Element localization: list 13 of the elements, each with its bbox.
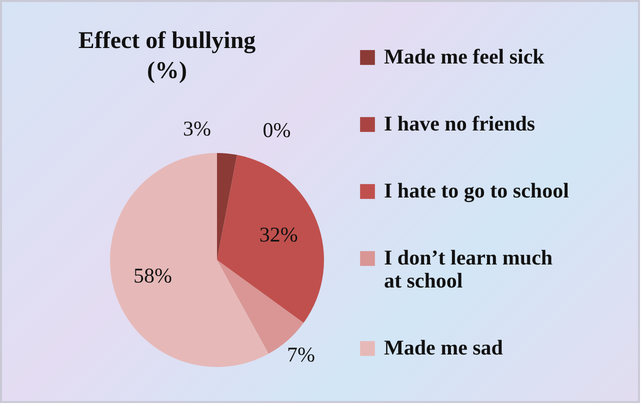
legend-label: I hate to go to school: [384, 178, 570, 202]
pie-slice: [217, 153, 238, 260]
data-label: 32%: [259, 222, 298, 247]
chart-title: Effect of bullying (%): [78, 28, 256, 84]
data-label: 7%: [286, 342, 315, 366]
pie-slice: [217, 154, 324, 323]
data-label: 58%: [133, 264, 172, 288]
legend-label: Made me sad: [384, 336, 504, 360]
data-label: 3%: [182, 116, 211, 141]
legend-label: Made me feel sick: [384, 44, 545, 68]
text: 0%: [262, 118, 291, 142]
legend-label: I don’t learn much at school: [384, 246, 553, 292]
legend-label: I have no friends: [384, 112, 536, 136]
